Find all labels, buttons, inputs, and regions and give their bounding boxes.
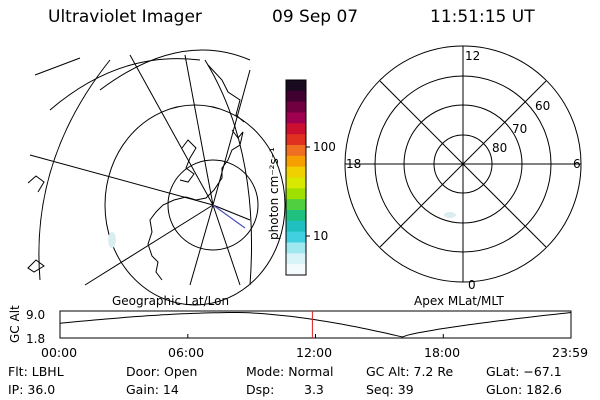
altitude-xtick-1200: 12:00	[296, 345, 333, 360]
filter-value: Flt: LBHL	[8, 364, 64, 379]
altitude-xtick-2359: 23:59	[552, 345, 589, 360]
glat-value: GLat: −67.1	[486, 364, 562, 379]
colorbar-band	[286, 90, 306, 103]
colorbar-band	[286, 155, 306, 168]
aurora-blob	[108, 232, 116, 248]
polar-plot	[344, 45, 582, 283]
time-label: 11:51:15 UT	[430, 7, 535, 27]
lat-arc-top	[49, 58, 201, 111]
colorbar-label: photon cm⁻²s⁻¹	[267, 147, 281, 240]
colorbar-band	[286, 166, 306, 178]
lat-label-70: 70	[512, 122, 527, 136]
altitude-ytick-9: 9.0	[26, 308, 45, 322]
altitude-ylabel: GC Alt	[8, 305, 22, 343]
colorbar-band	[286, 177, 306, 189]
dsp-label: Dsp:	[246, 382, 275, 397]
app-title: Ultraviolet Imager	[48, 7, 202, 27]
altitude-plot-frame	[59, 310, 572, 339]
lat-label-80: 80	[492, 141, 507, 155]
gc-alt-value: GC Alt: 7.2 Re	[366, 364, 454, 379]
altitude-curve	[59, 312, 572, 338]
right-panel-label: Apex MLat/MLT	[414, 294, 504, 308]
ip-value: IP: 36.0	[8, 382, 56, 397]
altitude-xtick-0600: 06:00	[168, 345, 205, 360]
mlt-label-18: 18	[346, 157, 361, 171]
lat-arc-corner	[34, 57, 81, 76]
lon-line	[29, 154, 214, 206]
coastline-island	[27, 175, 45, 193]
altitude-xtick-1800: 18:00	[424, 345, 461, 360]
altitude-xtick-0000: 00:00	[41, 345, 78, 360]
colorbar-band	[286, 210, 306, 222]
gain-value: Gain: 14	[126, 382, 179, 397]
colorbar-band	[286, 220, 306, 233]
date-label: 09 Sep 07	[272, 7, 359, 27]
altitude-plot	[59, 310, 572, 339]
mlt-label-12: 12	[465, 49, 480, 63]
lon-line	[129, 54, 214, 206]
mode-value: Mode: Normal	[246, 364, 334, 379]
lon-arc	[204, 59, 252, 286]
colorbar-frame	[285, 79, 307, 276]
colorbar	[286, 80, 306, 276]
colorbar-band	[286, 123, 306, 135]
colorbar-band	[286, 231, 306, 243]
colorbar-band	[286, 134, 306, 146]
coastline-antarctica	[147, 129, 244, 281]
altitude-x-ticks	[59, 334, 572, 338]
colorbar-tick-100: 100	[313, 140, 336, 154]
lon-line	[184, 54, 214, 206]
mlt-label-0: 0	[468, 278, 476, 292]
coastline-peninsula	[179, 139, 197, 183]
door-status: Door: Open	[126, 364, 198, 379]
aurora-blob-polar	[444, 212, 456, 218]
colorbar-band	[286, 199, 306, 211]
colorbar-band	[286, 101, 306, 113]
colorbar-tick-10: 10	[313, 229, 328, 243]
mlt-label-6: 6	[573, 157, 581, 171]
lon-line	[212, 204, 241, 286]
coastline-island-sw	[27, 259, 45, 273]
left-panel-label: Geographic Lat/Lon	[112, 294, 230, 308]
colorbar-band	[286, 188, 306, 200]
colorbar-band	[286, 242, 306, 254]
lon-line	[84, 204, 214, 286]
sequence-value: Seq: 39	[366, 382, 414, 397]
lon-line	[212, 204, 251, 221]
lat-label-60: 60	[535, 99, 550, 113]
altitude-ytick-1-8: 1.8	[26, 332, 45, 346]
polar-diagonal	[379, 80, 547, 248]
colorbar-band	[286, 112, 306, 124]
coastline-ne	[207, 64, 245, 123]
geographic-map	[27, 49, 286, 306]
lat-arc-outer2	[38, 59, 111, 281]
lat-circle-mid	[104, 104, 286, 306]
colorbar-band	[286, 80, 306, 92]
glon-value: GLon: 182.6	[486, 382, 562, 397]
colorbar-band	[286, 145, 306, 157]
dsp-value: 3.3	[304, 382, 324, 397]
satellite-track	[212, 204, 246, 229]
lat-arc-outer	[99, 49, 251, 91]
lon-line	[189, 204, 214, 286]
colorbar-band	[286, 253, 306, 265]
colorbar-band	[286, 264, 306, 276]
lon-line	[212, 69, 251, 206]
lat-circle-inner	[167, 159, 259, 251]
